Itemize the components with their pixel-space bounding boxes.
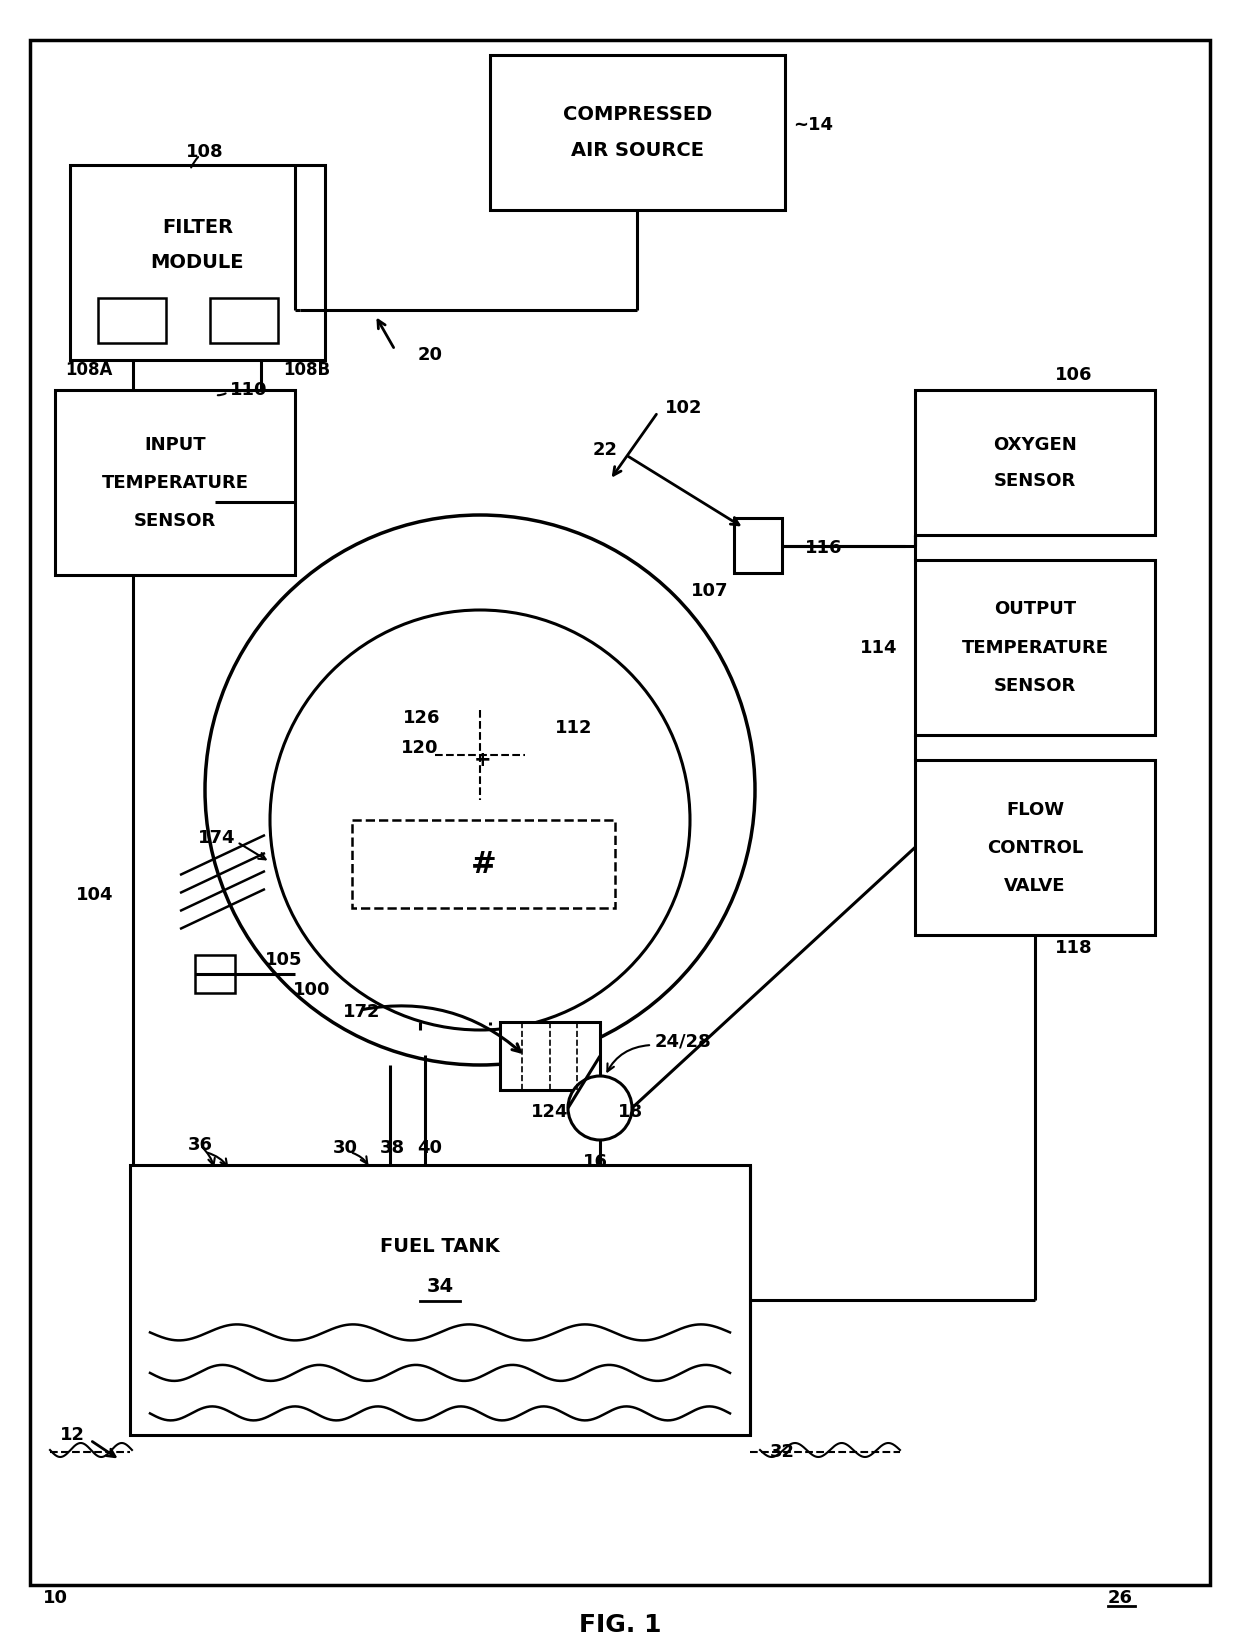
Text: 124: 124 xyxy=(531,1103,569,1121)
Text: 112: 112 xyxy=(556,719,593,737)
Text: 106: 106 xyxy=(1055,366,1092,384)
Text: FILTER: FILTER xyxy=(162,218,233,237)
Text: TEMPERATURE: TEMPERATURE xyxy=(961,638,1109,656)
Text: 20: 20 xyxy=(418,346,443,364)
Bar xyxy=(98,298,166,343)
Text: 107: 107 xyxy=(691,582,728,600)
Bar xyxy=(55,391,295,575)
Text: 120: 120 xyxy=(401,738,438,756)
Bar xyxy=(130,1165,750,1435)
Text: FUEL TANK: FUEL TANK xyxy=(381,1236,500,1256)
Text: 32: 32 xyxy=(770,1444,795,1462)
Text: OXYGEN: OXYGEN xyxy=(993,435,1076,453)
Bar xyxy=(915,560,1154,735)
Text: COMPRESSED: COMPRESSED xyxy=(563,105,712,124)
Text: 104: 104 xyxy=(76,887,113,905)
Text: AIR SOURCE: AIR SOURCE xyxy=(570,142,704,160)
Bar xyxy=(69,165,325,359)
Text: 118: 118 xyxy=(1055,939,1092,957)
Bar xyxy=(352,821,615,908)
Circle shape xyxy=(270,610,689,1030)
Text: 40: 40 xyxy=(418,1139,443,1157)
Text: 38: 38 xyxy=(379,1139,404,1157)
Bar xyxy=(915,760,1154,934)
Text: CONTROL: CONTROL xyxy=(987,839,1083,857)
Text: 174: 174 xyxy=(197,829,236,847)
Bar xyxy=(210,298,278,343)
Text: FIG. 1: FIG. 1 xyxy=(579,1613,661,1636)
Text: 108B: 108B xyxy=(283,361,330,379)
Text: 116: 116 xyxy=(805,539,842,557)
Bar xyxy=(500,1022,600,1089)
Bar xyxy=(490,54,785,209)
Text: 30: 30 xyxy=(332,1139,357,1157)
Text: 26: 26 xyxy=(1107,1589,1132,1607)
Text: 12: 12 xyxy=(60,1426,86,1444)
Text: VALVE: VALVE xyxy=(1004,877,1065,895)
Text: MODULE: MODULE xyxy=(151,254,244,272)
Text: #: # xyxy=(471,849,496,878)
Text: 10: 10 xyxy=(42,1589,67,1607)
Text: TEMPERATURE: TEMPERATURE xyxy=(102,473,248,491)
Text: 22: 22 xyxy=(593,442,618,460)
Text: 24/28: 24/28 xyxy=(655,1033,712,1051)
Text: 114: 114 xyxy=(859,638,897,656)
Circle shape xyxy=(568,1076,632,1140)
Text: 110: 110 xyxy=(229,381,268,399)
Bar xyxy=(195,954,236,994)
Text: ~14: ~14 xyxy=(794,115,833,133)
Text: 126: 126 xyxy=(403,709,440,727)
Text: 36: 36 xyxy=(187,1135,212,1154)
Text: 100: 100 xyxy=(293,981,330,999)
Text: +: + xyxy=(474,750,492,770)
Bar xyxy=(915,391,1154,536)
Text: SENSOR: SENSOR xyxy=(994,676,1076,694)
Text: 108A: 108A xyxy=(64,361,113,379)
Text: 102: 102 xyxy=(665,399,703,417)
Text: 18: 18 xyxy=(618,1103,644,1121)
Text: OUTPUT: OUTPUT xyxy=(994,600,1076,618)
Bar xyxy=(734,517,782,574)
Text: SENSOR: SENSOR xyxy=(994,471,1076,489)
Text: 172: 172 xyxy=(342,1004,379,1022)
Text: 108: 108 xyxy=(186,143,223,162)
Text: 16: 16 xyxy=(583,1154,608,1172)
Text: INPUT: INPUT xyxy=(144,435,206,453)
Circle shape xyxy=(205,516,755,1065)
Text: 34: 34 xyxy=(427,1277,454,1295)
Text: 105: 105 xyxy=(265,951,303,969)
Text: SENSOR: SENSOR xyxy=(134,511,216,529)
Text: FLOW: FLOW xyxy=(1006,801,1064,819)
